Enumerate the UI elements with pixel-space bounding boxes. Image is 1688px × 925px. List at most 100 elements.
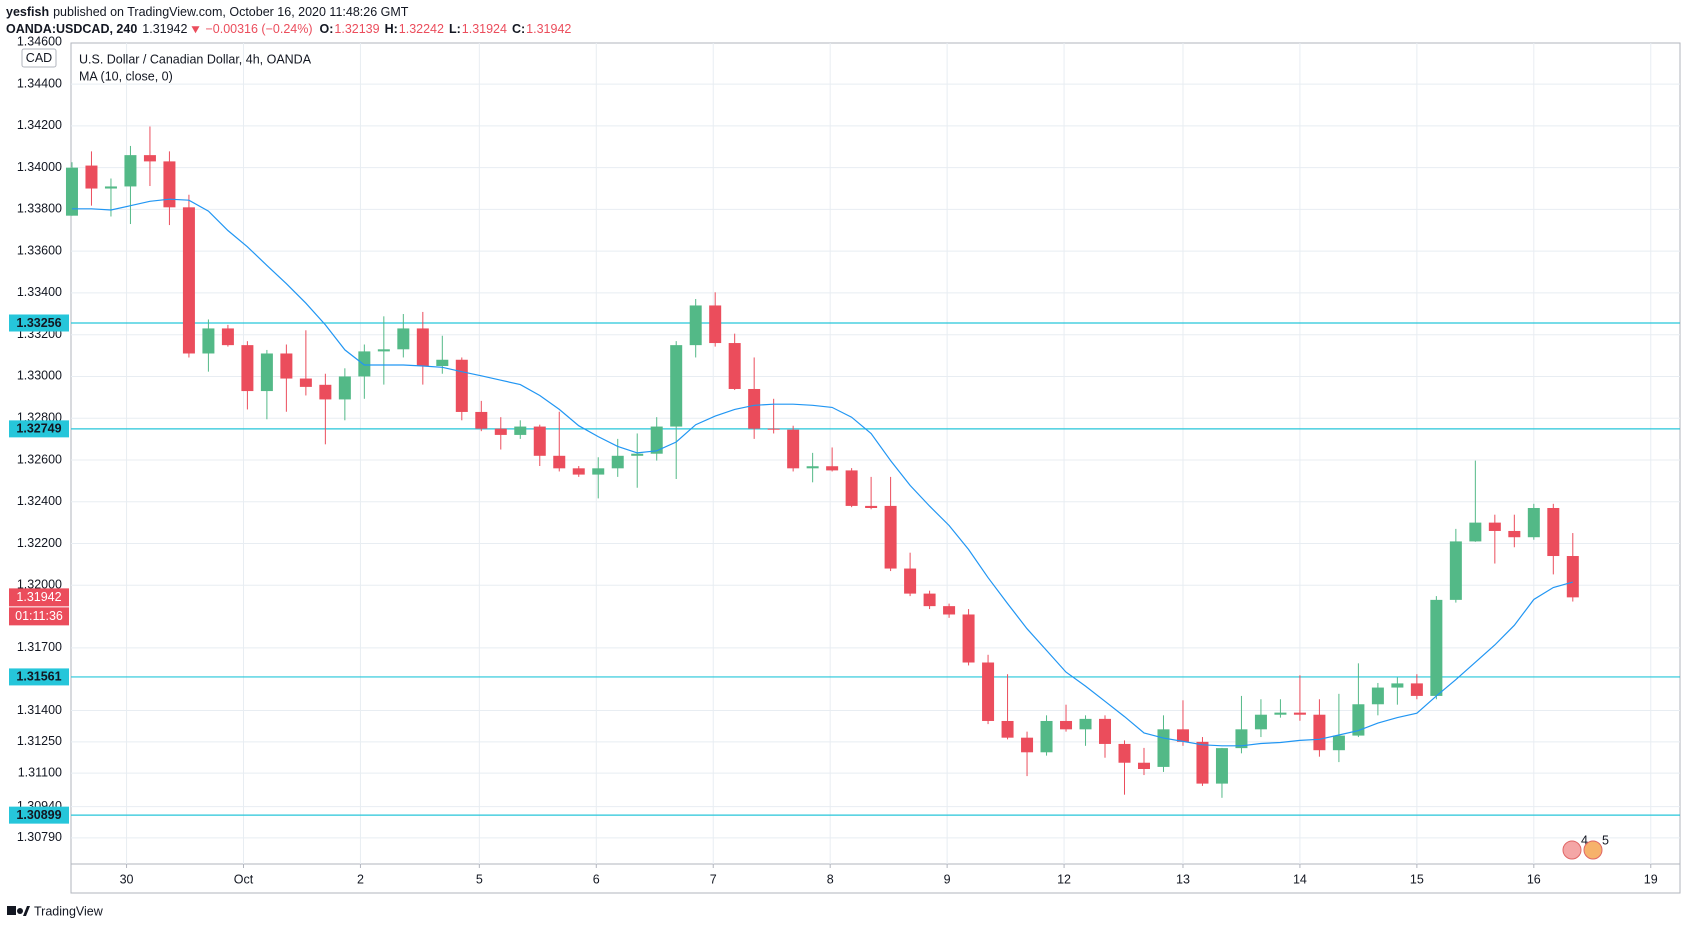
ohlc-key: H: [385,22,398,36]
y-tick-label: 1.32000 [17,578,62,592]
candle-body [1021,737,1034,753]
candle-body [1469,522,1482,542]
candle-body [143,155,156,162]
down-arrow [191,26,200,34]
candle-body [397,328,410,350]
candle-body [163,161,176,208]
candle-body [124,155,137,187]
candle-body [1527,507,1540,538]
candle-body [1040,720,1053,753]
logo-mark [23,906,30,916]
candle-body [1293,712,1306,715]
x-tick-label: 30 [120,872,134,886]
y-tick-label: 1.30790 [17,830,62,844]
candle-body [260,353,273,392]
y-tick-label: 1.32400 [17,494,62,508]
candle-body [1410,683,1423,696]
candle-body [85,165,98,189]
change: −0.00316 (−0.24%) [205,22,312,36]
candle-body [631,453,644,456]
currency: CAD [26,51,52,65]
x-tick-label: 12 [1057,872,1071,886]
logo-mark [7,906,16,915]
y-tick-label: 1.31400 [17,703,62,717]
candle-body [280,353,293,379]
y-tick-label: 1.32600 [17,452,62,466]
ohlc-key: L: [449,22,461,36]
logo-mark [17,908,23,914]
last-price-label: 1.31942 [16,590,61,604]
currency-box [21,48,57,68]
candle-body [650,426,663,454]
candle-body [1001,720,1014,738]
ma-line [72,198,1573,747]
candle-body [358,351,371,377]
y-tick-label: 1.31100 [18,765,62,779]
candle-body [572,468,585,475]
candle-body [962,614,975,663]
candle-body [202,328,215,354]
event-count: 5 [1602,833,1609,847]
candle-body [475,411,488,429]
candle-body [611,455,624,469]
candle-body [436,359,449,367]
candle-body [104,186,117,189]
candle-body [299,378,312,387]
author: yesfish [6,5,49,19]
event-count: 4 [1581,833,1588,847]
y-tick-label: 1.33000 [17,369,62,383]
x-tick-label: 15 [1410,872,1424,886]
countdown-box [9,607,69,626]
candle-body [377,349,390,352]
candle-body [1352,704,1365,736]
candle-body [826,466,839,471]
candle-body [865,505,878,508]
ohlc: O:1.32139 H:1.32242 L:1.31924 C:1.31942 [320,22,572,36]
candle-body [65,167,78,216]
candle-body [1079,718,1092,730]
y-tick-label: 1.33400 [17,285,62,299]
candle-body [416,328,429,367]
candle-body [943,606,956,615]
candle-body [884,505,897,569]
chart-title: U.S. Dollar / Canadian Dollar, 4h, OANDA [79,52,312,66]
candle-body [1508,530,1521,538]
level-label: 1.32749 [16,422,61,436]
level-label-box [9,668,69,686]
level-label: 1.31561 [16,670,61,684]
level-label-box [9,314,69,332]
candle-body [1274,712,1287,715]
candle-body [533,426,546,456]
plot [65,43,1680,868]
candle-body [1332,735,1345,751]
x-tick-label: 5 [476,872,483,886]
candle-body [923,593,936,607]
last: 1.31942 [142,22,187,36]
y-tick-label: 1.34000 [17,160,62,174]
candle-body [728,343,741,389]
x-tick-label: 16 [1527,872,1541,886]
candle-body [1371,687,1384,705]
level-label-box [9,420,69,438]
candle-body [845,470,858,506]
ma-legend: MA (10, close, 0) [79,69,173,83]
x-tick-label: 7 [710,872,717,886]
x-tick-label: 13 [1176,872,1190,886]
y-tick-label: 1.33800 [17,202,62,216]
x-tick-label: 2 [357,872,364,886]
candle-body [1313,714,1326,751]
candle-body [319,384,332,400]
candle-body [689,305,702,346]
candle-body [1449,541,1462,600]
candle-body [514,426,527,435]
candle-body [221,328,234,346]
event-icon [1562,840,1582,860]
brand: TradingView [34,904,104,918]
event-icon [1583,840,1603,860]
symbol: OANDA:USDCAD, 240 [6,22,137,36]
candle-body [748,388,761,429]
candle-body [1235,729,1248,749]
candle-body [787,429,800,469]
